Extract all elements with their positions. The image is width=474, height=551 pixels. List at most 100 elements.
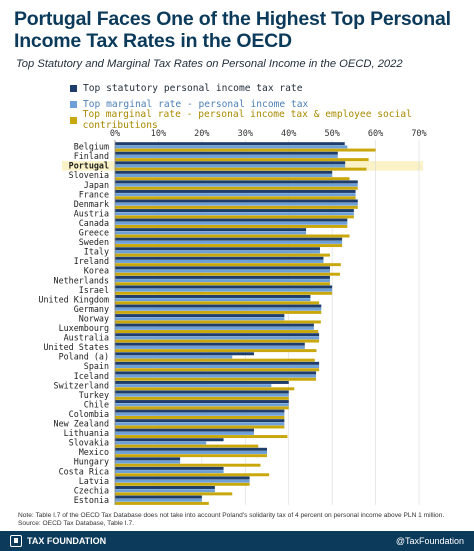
legend: Top statutory personal income tax rate T…: [70, 80, 474, 131]
bar-marginal-pit: [115, 498, 202, 502]
bar-marginal-pit: [115, 298, 311, 302]
legend-swatch-marginal-pit: [70, 100, 77, 108]
bar-marginal-pit: [115, 393, 289, 397]
x-tick-label: 50%: [324, 129, 339, 139]
bar-marginal-ssc: [115, 320, 321, 324]
category-label: Austria: [74, 208, 109, 218]
bar-statutory: [115, 409, 285, 413]
category-label: Greece: [79, 228, 109, 238]
bar-marginal-pit: [115, 250, 320, 254]
brand-name: TAX FOUNDATION: [27, 536, 107, 546]
x-tick-label: 20%: [194, 129, 209, 139]
bar-statutory: [115, 199, 358, 203]
bar-marginal-ssc: [115, 196, 356, 200]
bar-marginal-ssc: [115, 435, 288, 439]
category-label: Lithuania: [64, 428, 109, 438]
note-text: Note: Table I.7 of the OECD Tax Database…: [18, 512, 445, 519]
bar-marginal-ssc: [115, 282, 330, 286]
category-label: Mexico: [79, 447, 109, 457]
bar-marginal-ssc: [115, 186, 358, 190]
bar-marginal-ssc: [115, 444, 259, 448]
bar-statutory: [115, 419, 285, 423]
bar-marginal-pit: [115, 231, 307, 235]
bar-marginal-pit: [115, 489, 215, 493]
bar-statutory: [115, 361, 320, 365]
bar-statutory: [115, 352, 254, 356]
x-tick-label: 60%: [368, 129, 383, 139]
category-label: Switzerland: [54, 380, 109, 390]
bar-marginal-ssc: [115, 339, 320, 343]
bar-marginal-ssc: [115, 244, 343, 248]
bar-marginal-pit: [115, 212, 354, 216]
bar-marginal-pit: [115, 326, 314, 330]
bar-statutory: [115, 486, 215, 489]
bar-statutory: [115, 390, 289, 394]
bar-statutory: [115, 189, 356, 193]
bar-marginal-pit: [115, 403, 289, 407]
category-label: Poland (a): [59, 352, 109, 362]
bar-marginal-pit: [115, 384, 272, 388]
bar-marginal-ssc: [115, 330, 319, 333]
bar-statutory: [115, 285, 333, 289]
footer-note: Note: Table I.7 of the OECD Tax Database…: [18, 512, 468, 528]
category-label: Canada: [79, 218, 109, 228]
footer-bar: TAX FOUNDATION @TaxFoundation: [0, 531, 474, 551]
bar-statutory: [115, 295, 311, 298]
bar-marginal-ssc: [115, 492, 233, 496]
category-label: Germany: [74, 304, 109, 314]
bar-marginal-ssc: [115, 473, 270, 477]
bar-marginal-ssc: [115, 263, 341, 267]
bar-marginal-pit: [115, 355, 233, 359]
category-label: Estonia: [74, 495, 109, 505]
bar-marginal-ssc: [115, 406, 289, 410]
x-tick-label: 0%: [110, 129, 120, 139]
bar-marginal-ssc: [115, 177, 350, 181]
bar-marginal-pit: [115, 441, 207, 445]
category-label: Sweden: [79, 237, 109, 247]
category-label: Spain: [84, 361, 109, 371]
bar-marginal-pit: [115, 317, 285, 321]
bar-statutory: [115, 304, 322, 308]
bar-marginal-ssc: [115, 205, 358, 209]
bar-marginal-pit: [115, 345, 305, 349]
bar-marginal-pit: [115, 336, 320, 340]
bar-marginal-ssc: [115, 234, 350, 238]
bar-statutory: [115, 237, 343, 241]
chart-title: Portugal Faces One of the Highest Top Pe…: [14, 8, 451, 52]
bar-marginal-pit: [115, 460, 181, 464]
bar-marginal-pit: [115, 240, 343, 244]
bar-marginal-ssc: [115, 396, 289, 400]
bar-statutory: [115, 151, 338, 155]
bar-marginal-pit: [115, 221, 348, 225]
bar-statutory: [115, 371, 317, 375]
category-label: Hungary: [74, 457, 109, 467]
bar-statutory: [115, 495, 202, 499]
category-label: United Kingdom: [38, 294, 109, 304]
bar-marginal-pit: [115, 412, 285, 416]
bar-marginal-ssc: [115, 301, 320, 305]
category-label: Slovenia: [69, 170, 109, 180]
bar-statutory: [115, 476, 250, 480]
category-label: Belgium: [74, 142, 109, 152]
category-label: Colombia: [69, 409, 109, 419]
bar-statutory: [115, 438, 224, 442]
legend-swatch-marginal-ssc: [70, 116, 77, 124]
category-label: Slovakia: [69, 438, 109, 448]
category-label: Netherlands: [54, 275, 109, 285]
bar-marginal-pit: [115, 164, 346, 168]
bar-marginal-pit: [115, 422, 285, 426]
category-label: Italy: [84, 247, 109, 257]
legend-label-marginal-pit: Top marginal rate - personal income tax: [83, 98, 309, 110]
legend-item-marginal-pit: Top marginal rate - personal income tax: [70, 96, 474, 112]
bar-statutory: [115, 256, 324, 260]
category-label: Ireland: [74, 256, 109, 266]
category-label: New Zealand: [54, 419, 109, 429]
bar-statutory: [115, 266, 330, 270]
bar-statutory: [115, 209, 354, 213]
bar-marginal-ssc: [115, 215, 354, 219]
bar-marginal-pit: [115, 374, 317, 378]
bar-statutory: [115, 457, 181, 461]
bar-statutory: [115, 447, 267, 451]
x-tick-label: 30%: [238, 129, 253, 139]
brand: TAX FOUNDATION: [10, 535, 106, 547]
